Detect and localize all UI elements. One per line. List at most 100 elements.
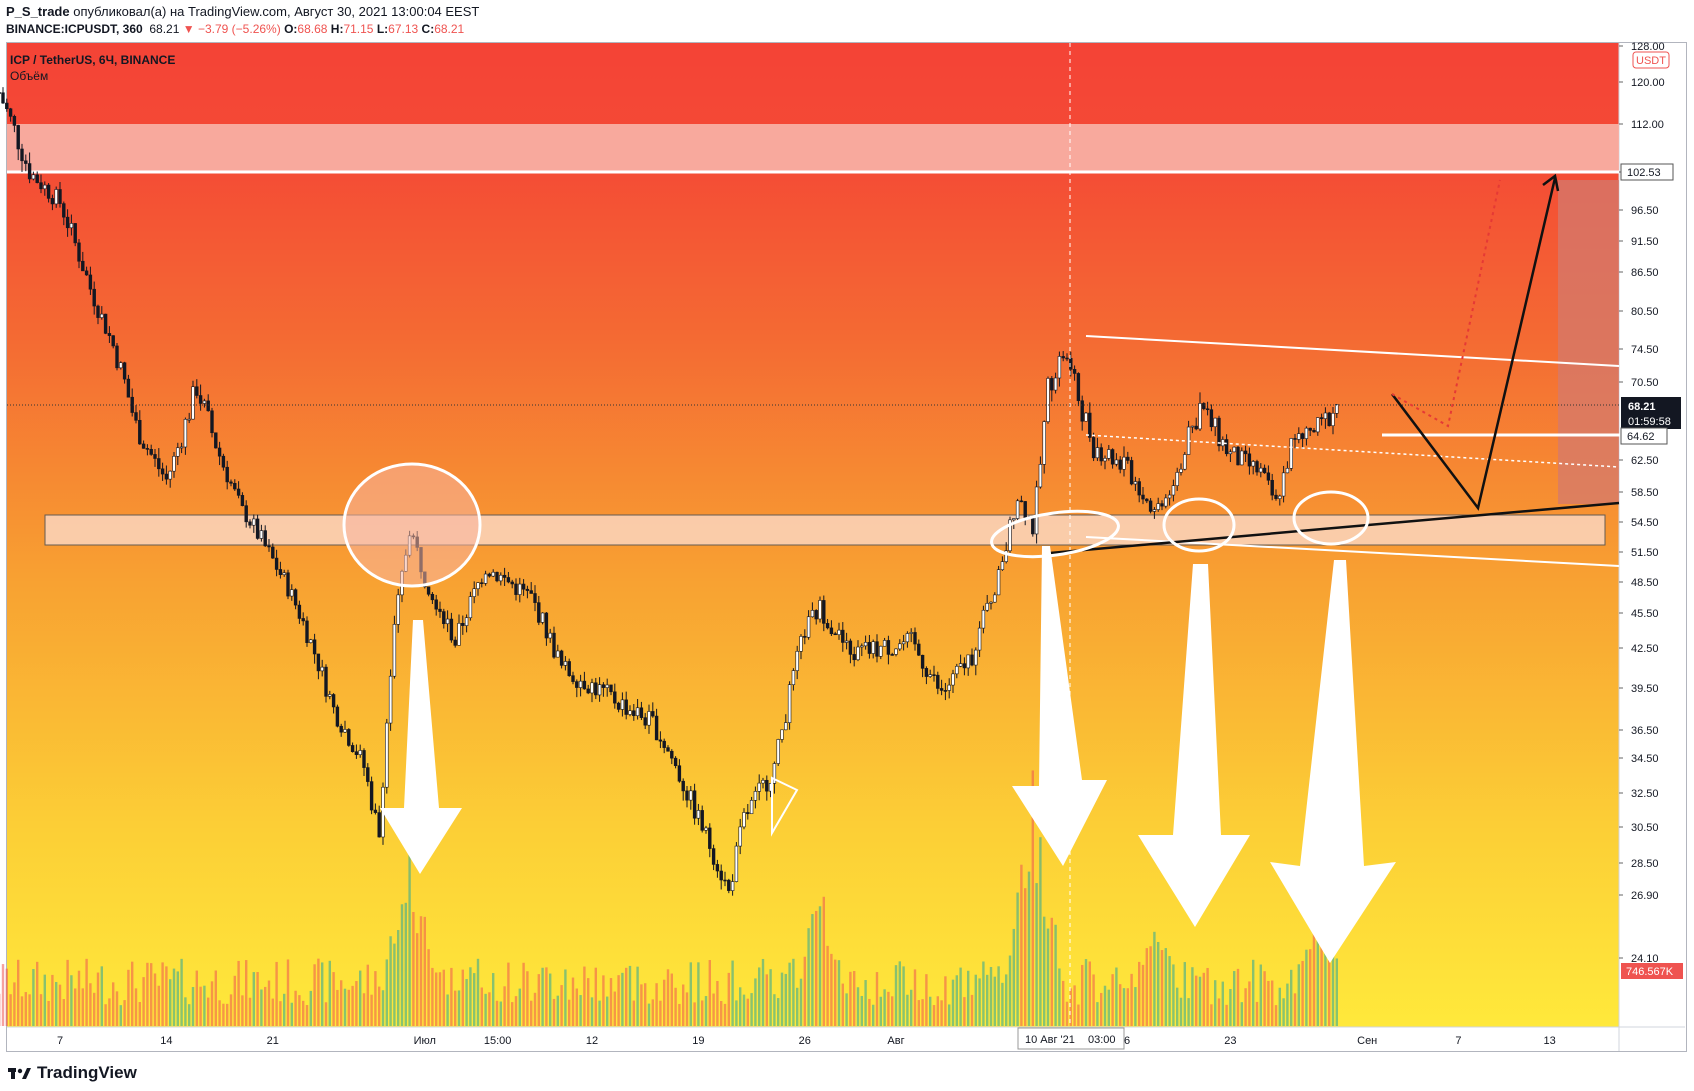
candle-body [354,751,359,755]
currency-label: USDT [1636,55,1666,67]
volume-value-label: 746.567K [1626,966,1674,978]
volume-bar [1312,920,1316,1026]
candle-body [438,608,442,612]
candle-body [449,618,454,641]
volume-bar [461,969,464,1026]
candle-body [0,92,1,94]
volume-bar [427,949,430,1026]
candle-body [818,600,822,620]
time-tick-label: 23 [1224,1035,1236,1047]
last-price: 68.21 [149,22,180,36]
candle-body [1308,427,1312,431]
time-tick-label: 7 [57,1035,63,1047]
candle-body [635,707,640,717]
candle-body [149,449,153,455]
volume-bar [1297,964,1300,1026]
volume-bar [830,953,833,1026]
candle-body [951,673,955,686]
volume-bar [617,975,620,1026]
volume-bar [959,967,962,1026]
volume-bar [1164,948,1167,1026]
candle-body [654,715,659,741]
volume-bar [788,962,791,1026]
volume-bar [758,967,761,1026]
symbol-label: BINANCE:ICPUSDT, 360 [6,22,143,36]
volume-bar [765,974,768,1026]
target-price-label: 102.53 [1627,167,1661,179]
candle-body [164,473,169,480]
candle-body [852,654,856,661]
volume-bar [1278,987,1281,1026]
candle-body [312,639,317,655]
volume-bar [822,896,825,1026]
candle-body [966,654,970,669]
time-tick-label: 13 [1543,1035,1555,1047]
candle-body [1297,433,1301,440]
volume-bar [1126,988,1129,1026]
candle-body [1202,403,1206,410]
chart-frame[interactable] [6,42,1687,1052]
volume-bar [921,999,924,1026]
candle-body [841,629,845,643]
volume-bar [431,967,434,1026]
candle-body [947,684,951,691]
author-name[interactable]: P_S_trade [6,4,70,19]
volume-bar [1073,985,1076,1026]
candle-body [84,270,89,276]
volume-bar [20,996,24,1026]
volume-bar [1096,1002,1099,1026]
volume-bar [393,943,396,1026]
volume-bar [248,997,252,1026]
candle-body [1285,468,1290,474]
candle-body [457,623,461,646]
candle-body [787,684,792,723]
candle-body [1004,550,1008,562]
candle-body [73,223,77,244]
candle-body [233,482,237,490]
volume-bar [518,988,521,1026]
volume-bar [974,974,977,1026]
volume-bar [138,1001,141,1026]
volume-bar [602,975,605,1026]
time-tick-label: Сен [1357,1035,1377,1047]
volume-bar [473,973,476,1026]
volume-bar [332,972,335,1026]
price-tick-label: 51.50 [1631,547,1659,559]
candle-body [920,654,925,669]
candle-body [673,757,678,767]
candles-layer [0,87,1339,896]
volume-bar [1236,968,1240,1026]
volume-bar [997,966,1000,1026]
volume-bar [279,1001,282,1026]
price-tick-label: 86.50 [1631,267,1659,279]
candle-body [263,530,267,547]
candle-body [1145,498,1149,502]
volume-bar [359,970,362,1026]
volume-bar [1,964,5,1026]
candle-body [1270,479,1274,496]
candle-body [502,574,507,578]
volume-bar [290,1002,293,1026]
volume-bar [913,969,917,1026]
volume-bar [929,996,932,1026]
volume-bar [807,928,810,1026]
footer-brand[interactable]: TradingView [8,1063,137,1083]
volume-bar [123,1000,126,1026]
volume-bar [294,990,297,1026]
volume-bar [1160,950,1164,1026]
candle-body [366,767,370,782]
candle-body [856,646,860,661]
volume-bar [989,966,993,1026]
volume-bar [400,904,404,1026]
price-tick-label: 34.50 [1631,753,1659,765]
candle-body [1274,494,1278,499]
candle-body [518,583,522,595]
price-tick-label: 62.50 [1631,455,1659,467]
volume-bar [1107,989,1110,1026]
candle-body [943,690,948,692]
volume-bar [693,1002,696,1026]
volume-bar [5,968,8,1026]
candle-body [1046,378,1050,422]
